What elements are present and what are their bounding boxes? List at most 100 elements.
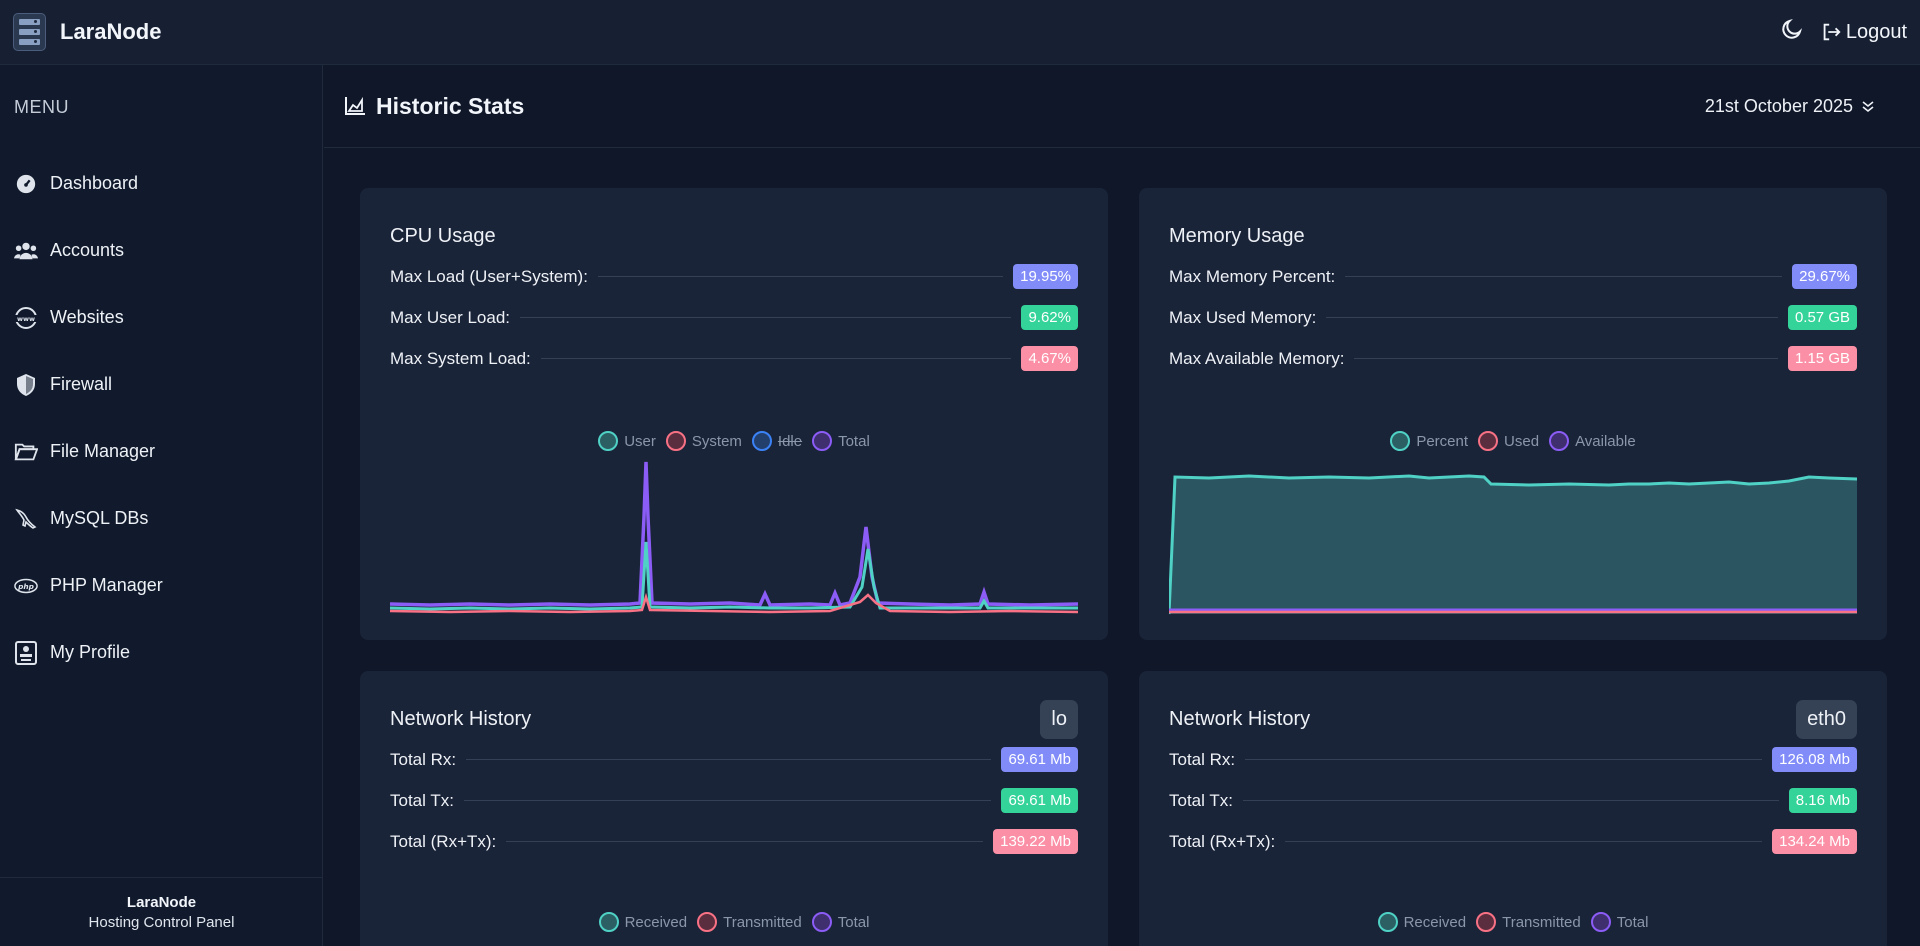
page-header: Historic Stats 21st October 2025 bbox=[324, 65, 1920, 148]
network-history-eth0-card: Network History eth0 Total Rx: 126.08 Mb … bbox=[1139, 671, 1887, 946]
sidebar-item-label: Accounts bbox=[50, 240, 125, 260]
sidebar-item-firewall[interactable]: Firewall bbox=[0, 351, 323, 418]
stat-label: Max Load (User+System): bbox=[390, 266, 588, 286]
card-title: Memory Usage bbox=[1169, 224, 1305, 247]
stat-row: Total Tx: 8.16 Mb bbox=[1169, 780, 1857, 821]
legend-item-system[interactable]: System bbox=[665, 431, 742, 451]
sidebar: MENU Dashboard Accounts www Websites Fir… bbox=[0, 65, 323, 946]
date-select-value: 21st October 2025 bbox=[1704, 95, 1853, 116]
stat-value-badge: 1.15 GB bbox=[1787, 346, 1857, 371]
folder-open-icon bbox=[14, 440, 38, 464]
legend-item-received[interactable]: Received bbox=[1377, 912, 1466, 932]
stat-value-badge: 29.67% bbox=[1792, 264, 1857, 289]
stat-value-badge: 19.95% bbox=[1013, 264, 1078, 289]
sidebar-item-php-manager[interactable]: php PHP Manager bbox=[0, 552, 323, 619]
stat-row: Max Used Memory: 0.57 GB bbox=[1169, 297, 1857, 338]
stat-value-badge: 69.61 Mb bbox=[1001, 788, 1078, 813]
stat-label: Max Available Memory: bbox=[1169, 348, 1345, 368]
stat-row: Max User Load: 9.62% bbox=[390, 297, 1078, 338]
stat-label: Max System Load: bbox=[390, 348, 531, 368]
sidebar-item-label: PHP Manager bbox=[50, 575, 163, 595]
sidebar-item-mysql[interactable]: MySQL DBs bbox=[0, 485, 323, 552]
card-title: Network History bbox=[390, 707, 532, 730]
series-system-line bbox=[390, 592, 1078, 614]
php-icon: php bbox=[14, 574, 38, 598]
stat-row: Max Available Memory: 1.15 GB bbox=[1169, 338, 1857, 379]
brand-name: LaraNode bbox=[60, 19, 162, 44]
legend-item-transmitted[interactable]: Transmitted bbox=[1476, 912, 1581, 932]
stat-value-badge: 139.22 Mb bbox=[993, 829, 1078, 854]
legend-item-total[interactable]: Total bbox=[811, 912, 869, 932]
memory-area-chart bbox=[1169, 474, 1857, 615]
dolphin-icon bbox=[14, 507, 38, 531]
sidebar-item-label: Websites bbox=[50, 307, 124, 327]
sidebar-item-label: My Profile bbox=[50, 642, 131, 662]
stat-label: Total Rx: bbox=[390, 749, 457, 769]
stat-value-badge: 4.67% bbox=[1021, 346, 1078, 371]
moon-icon[interactable] bbox=[1780, 17, 1804, 47]
legend-item-total[interactable]: Total bbox=[1590, 912, 1648, 932]
stat-row: Total Rx: 126.08 Mb bbox=[1169, 739, 1857, 780]
stat-label: Max User Load: bbox=[390, 307, 510, 327]
stat-row: Total Tx: 69.61 Mb bbox=[390, 780, 1078, 821]
globe-www-icon: www bbox=[14, 306, 38, 330]
chevron-double-down-icon bbox=[1862, 101, 1874, 113]
stat-value-badge: 69.61 Mb bbox=[1001, 747, 1078, 772]
footer-subtitle: Hosting Control Panel bbox=[88, 914, 235, 931]
legend-item-available[interactable]: Available bbox=[1549, 431, 1636, 451]
series-total-line bbox=[390, 461, 1078, 607]
stat-value-badge: 8.16 Mb bbox=[1788, 788, 1857, 813]
legend-item-transmitted[interactable]: Transmitted bbox=[697, 912, 802, 932]
sidebar-item-file-manager[interactable]: File Manager bbox=[0, 418, 323, 485]
chart-area-icon bbox=[345, 96, 365, 115]
chart-legend: User System Idle Total bbox=[390, 429, 1078, 453]
page-title-text: Historic Stats bbox=[376, 92, 525, 119]
chart-legend: Received Transmitted Total bbox=[1169, 910, 1857, 934]
svg-text:php: php bbox=[17, 581, 34, 590]
legend-item-idle[interactable]: Idle bbox=[751, 431, 802, 451]
page-title: Historic Stats bbox=[344, 93, 524, 120]
server-rack-icon bbox=[13, 13, 46, 51]
interface-badge[interactable]: eth0 bbox=[1796, 699, 1857, 739]
card-title: Network History bbox=[1169, 707, 1311, 730]
stat-row: Total Rx: 69.61 Mb bbox=[390, 739, 1078, 780]
sidebar-item-websites[interactable]: www Websites bbox=[0, 284, 323, 351]
legend-item-used[interactable]: Used bbox=[1478, 431, 1539, 451]
stat-value-badge: 126.08 Mb bbox=[1772, 747, 1857, 772]
chart-legend: Received Transmitted Total bbox=[390, 910, 1078, 934]
series-percent-line bbox=[1169, 474, 1857, 615]
sidebar-item-label: File Manager bbox=[50, 441, 156, 461]
legend-item-total[interactable]: Total bbox=[812, 431, 870, 451]
stat-label: Max Memory Percent: bbox=[1169, 266, 1336, 286]
stat-value-badge: 0.57 GB bbox=[1787, 305, 1857, 330]
brand[interactable]: LaraNode bbox=[13, 13, 161, 51]
series-user-line bbox=[390, 541, 1078, 611]
date-select[interactable]: 21st October 2025 bbox=[1705, 96, 1875, 117]
svg-text:www: www bbox=[17, 315, 35, 323]
sidebar-item-dashboard[interactable]: Dashboard bbox=[0, 150, 323, 217]
stat-label: Total Tx: bbox=[390, 790, 454, 810]
legend-item-percent[interactable]: Percent bbox=[1390, 431, 1468, 451]
stat-value-badge: 9.62% bbox=[1021, 305, 1078, 330]
chart-legend: Percent Used Available bbox=[1169, 429, 1857, 453]
stat-label: Max Used Memory: bbox=[1169, 307, 1317, 327]
stat-row: Total (Rx+Tx): 134.24 Mb bbox=[1169, 821, 1857, 862]
sidebar-item-label: MySQL DBs bbox=[50, 508, 149, 528]
logout-label: Logout bbox=[1845, 20, 1907, 43]
shield-icon bbox=[14, 373, 38, 397]
menu-title: MENU bbox=[14, 97, 69, 117]
legend-item-user[interactable]: User bbox=[598, 431, 656, 451]
sidebar-item-my-profile[interactable]: My Profile bbox=[0, 619, 323, 686]
sidebar-footer: LaraNode Hosting Control Panel bbox=[0, 877, 323, 946]
stat-label: Total (Rx+Tx): bbox=[1169, 831, 1276, 851]
sidebar-item-accounts[interactable]: Accounts bbox=[0, 217, 323, 284]
interface-badge[interactable]: lo bbox=[1040, 699, 1078, 739]
cpu-line-chart bbox=[390, 461, 1078, 614]
logout-button[interactable]: Logout bbox=[1820, 21, 1907, 44]
sidebar-item-label: Firewall bbox=[50, 374, 113, 394]
gauge-icon bbox=[14, 172, 38, 196]
footer-title: LaraNode bbox=[126, 894, 197, 911]
sidebar-item-label: Dashboard bbox=[50, 173, 139, 193]
stat-row: Max Load (User+System): 19.95% bbox=[390, 256, 1078, 297]
legend-item-received[interactable]: Received bbox=[598, 912, 687, 932]
